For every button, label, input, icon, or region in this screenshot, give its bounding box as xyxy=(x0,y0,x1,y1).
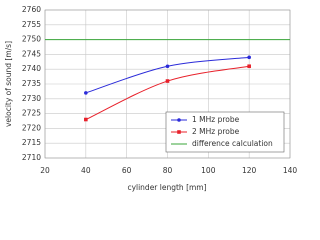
point xyxy=(165,79,170,83)
point xyxy=(165,64,170,69)
y-tick-label: 2745 xyxy=(22,49,41,58)
y-axis-label: velocity of sound [m/s] xyxy=(4,41,13,127)
point xyxy=(84,91,88,95)
x-tick-label: 100 xyxy=(201,166,216,175)
legend-label: 2 MHz probe xyxy=(192,127,240,136)
x-tick-label: 140 xyxy=(283,166,298,175)
y-tick-label: 2710 xyxy=(22,153,41,162)
point xyxy=(247,64,251,69)
plot-frame xyxy=(44,9,291,159)
legend-marker xyxy=(177,130,181,134)
legend-marker xyxy=(177,118,181,122)
y-tick-label: 2715 xyxy=(22,138,41,147)
y-tick-label: 2760 xyxy=(22,5,41,14)
x-tick-label: 80 xyxy=(163,166,173,175)
legend-label: difference calculation xyxy=(192,139,273,148)
x-tick-label: 120 xyxy=(242,166,257,175)
y-tick-label: 2730 xyxy=(22,94,41,103)
point xyxy=(84,117,88,122)
y-tick-label: 2750 xyxy=(22,35,41,44)
x-tick-label: 60 xyxy=(122,166,132,175)
chart: velocity of sound [m/s] cylinder length … xyxy=(4,5,298,192)
y-tick-label: 2725 xyxy=(22,109,41,118)
x-tick-label: 20 xyxy=(40,166,50,175)
y-tick-label: 2735 xyxy=(22,79,41,88)
y-tick-label: 2720 xyxy=(22,123,41,132)
y-tick-label: 2740 xyxy=(22,64,41,73)
legend-label: 1 MHz probe xyxy=(192,115,240,124)
x-axis-label: cylinder length [mm] xyxy=(127,183,206,192)
y-tick-label: 2755 xyxy=(22,20,41,29)
point xyxy=(247,55,251,60)
x-tick-label: 40 xyxy=(81,166,91,175)
